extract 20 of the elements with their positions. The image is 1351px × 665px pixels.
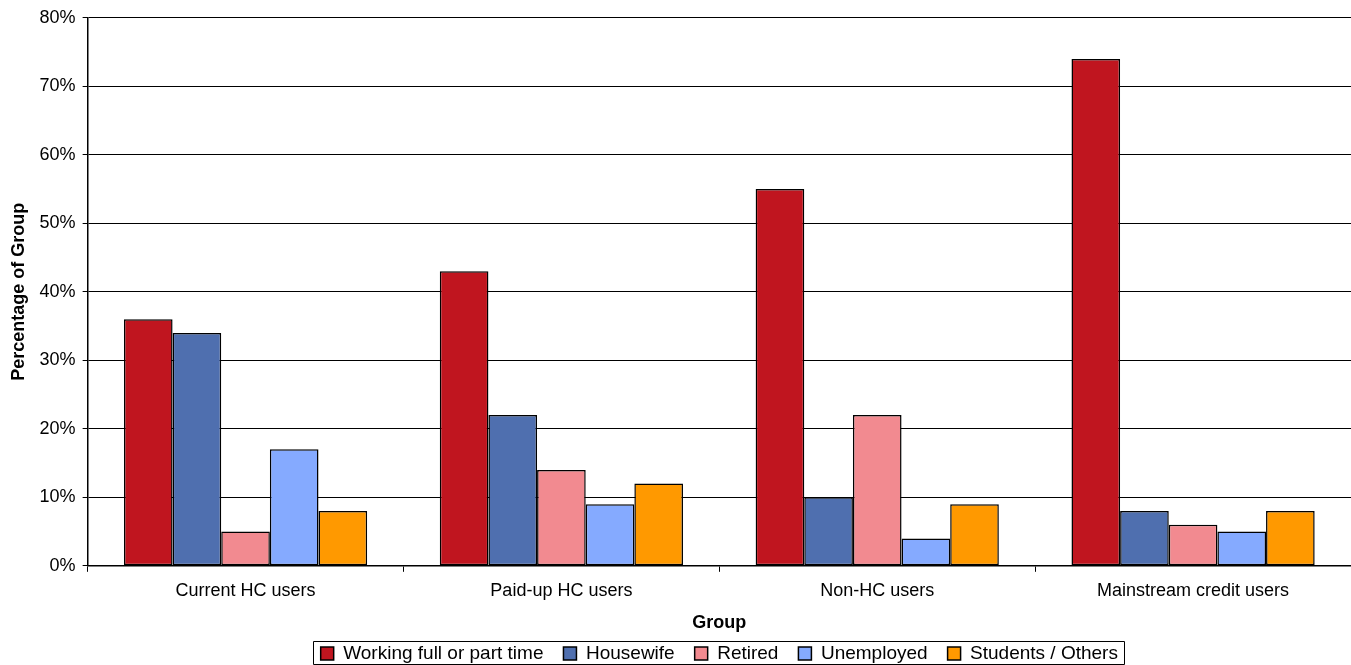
y-tick-label: 20%: [39, 417, 76, 438]
y-tick-label: 50%: [39, 212, 76, 233]
y-tick-label: 10%: [39, 486, 76, 507]
x-axis-title: Group: [692, 612, 747, 633]
x-tick-label: Non-HC users: [820, 579, 935, 600]
x-tick-label: Mainstream credit users: [1097, 579, 1290, 600]
x-tick-label: Current HC users: [175, 579, 316, 600]
y-tick-label: 60%: [39, 143, 76, 164]
legend-label: Students / Others: [970, 641, 1118, 663]
y-axis-title: Percentage of Group: [7, 202, 28, 381]
y-tick-label: 80%: [39, 6, 76, 27]
y-tick-label: 30%: [39, 349, 76, 370]
x-tick-label: Paid-up HC users: [490, 579, 633, 600]
y-tick-label: 40%: [39, 280, 76, 301]
y-tick-label: 0%: [49, 554, 76, 575]
legend-label: Working full or part time: [343, 641, 544, 663]
legend-label: Housewife: [585, 641, 675, 663]
y-tick-label: 70%: [39, 75, 76, 96]
legend-label: Retired: [717, 641, 779, 663]
legend-label: Unemployed: [820, 641, 928, 663]
